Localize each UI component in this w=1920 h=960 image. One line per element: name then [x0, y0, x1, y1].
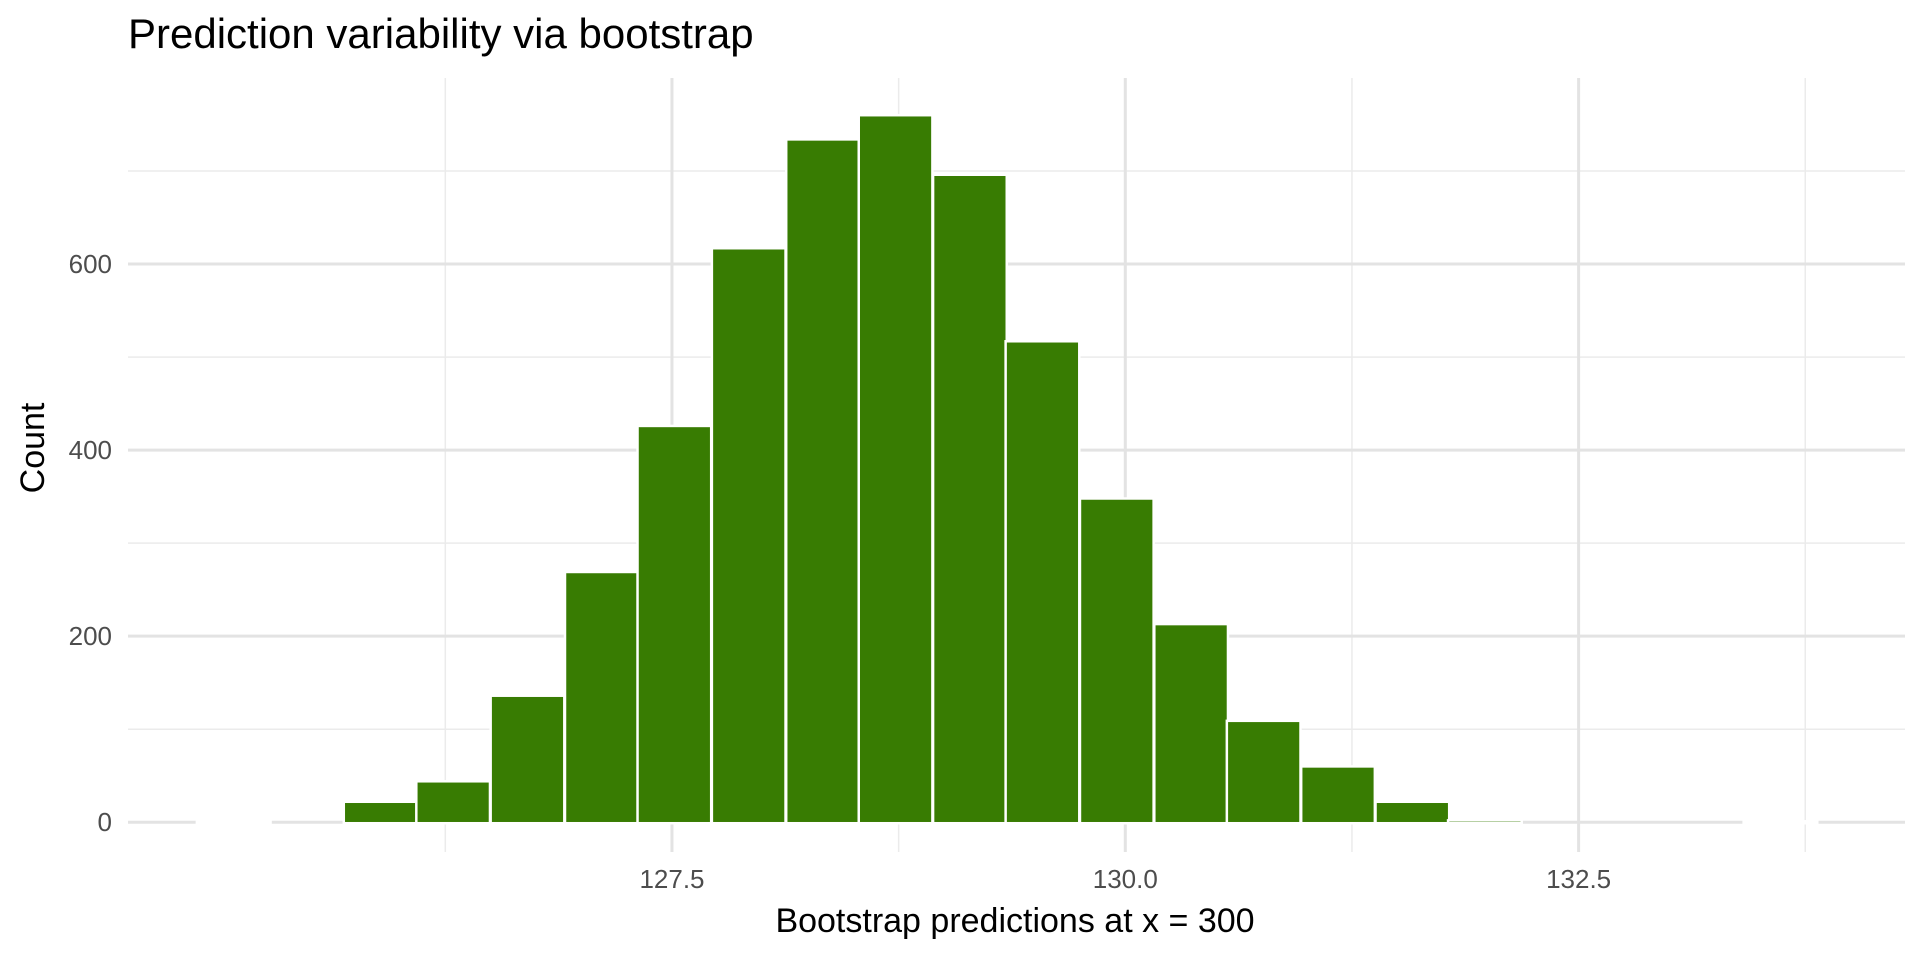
histogram-bar-5 [636, 424, 713, 825]
axis-ticks: 127.5 130.0 132.5 0 200 400 600 [69, 249, 1612, 894]
x-tick-label: 130.0 [1093, 864, 1158, 894]
histogram-bar-16 [1446, 819, 1523, 825]
histogram-bar-0 [195, 819, 272, 825]
histogram-bar-6 [710, 246, 787, 825]
y-tick-label: 600 [69, 249, 112, 279]
histogram-bar-14 [1299, 765, 1377, 825]
x-tick-label: 132.5 [1546, 864, 1611, 894]
x-tick-label: 127.5 [639, 864, 704, 894]
x-axis-title: Bootstrap predictions at x = 300 [775, 902, 1254, 940]
y-tick-label: 400 [69, 435, 112, 465]
histogram-bar-12 [1153, 622, 1230, 825]
histogram-bar-4 [563, 570, 640, 825]
chart-title: Prediction variability via bootstrap [128, 10, 754, 57]
y-axis-title: Count [14, 402, 52, 493]
histogram-bar-8 [857, 113, 934, 825]
histogram-bar-7 [784, 138, 862, 825]
histogram-bar-3 [489, 694, 566, 825]
y-tick-label: 0 [98, 807, 112, 837]
histogram-bar-15 [1374, 800, 1451, 825]
histogram-bar-13 [1225, 719, 1302, 825]
histogram-bar-10 [1004, 340, 1081, 825]
histogram-bar-2 [415, 780, 492, 825]
histogram-bar-17 [1742, 819, 1819, 825]
histogram-bar-9 [931, 173, 1009, 825]
histogram-bar-1 [342, 800, 419, 825]
histogram-bar-11 [1078, 497, 1155, 825]
histogram-bars [195, 113, 1819, 825]
y-tick-label: 200 [69, 621, 112, 651]
